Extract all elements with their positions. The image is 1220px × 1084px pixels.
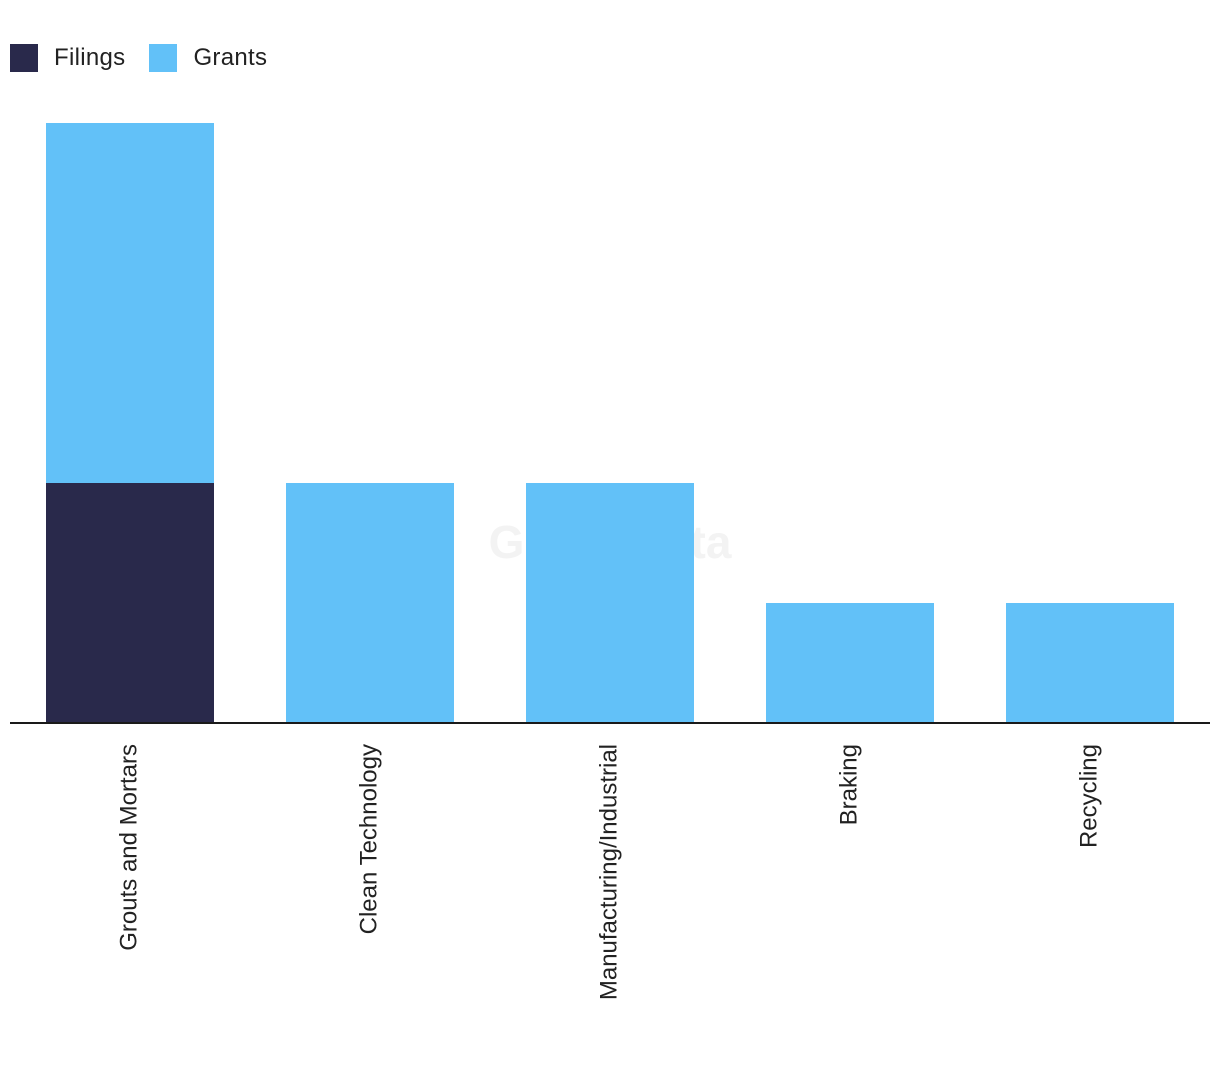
x-tick-label: Grouts and Mortars — [115, 744, 142, 951]
bar-grants-3[interactable] — [766, 603, 934, 723]
x-tick-label: Manufacturing/Industrial — [595, 744, 622, 1000]
chart-legend: Filings Grants — [10, 44, 267, 72]
x-tick-label: Recycling — [1075, 744, 1102, 848]
x-tick-label: Braking — [835, 744, 862, 825]
bars-group — [46, 123, 1174, 723]
bar-filings-0[interactable] — [46, 483, 214, 723]
bar-grants-2[interactable] — [526, 483, 694, 723]
bar-grants-4[interactable] — [1006, 603, 1174, 723]
bar-grants-0[interactable] — [46, 123, 214, 483]
bar-grants-1[interactable] — [286, 483, 454, 723]
legend-swatch-grants — [149, 44, 178, 72]
x-tick-labels: Grouts and Mortars Clean Technology Manufa… — [115, 744, 1102, 1000]
legend-label-filings: Filings — [54, 44, 126, 71]
legend-label-grants: Grants — [193, 44, 268, 71]
legend-item-filings[interactable]: Filings — [10, 44, 125, 72]
legend-item-grants[interactable]: Grants — [149, 44, 267, 72]
legend-swatch-filings — [10, 44, 38, 72]
x-tick-label: Clean Technology — [355, 744, 382, 934]
